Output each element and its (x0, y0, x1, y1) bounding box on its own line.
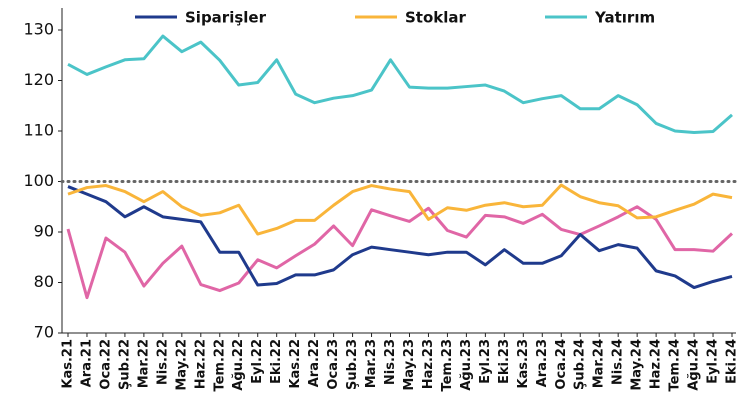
x-tick-label: Ara.23 (535, 339, 550, 387)
x-tick-label: May.22 (174, 339, 189, 391)
x-tick-label: Eyl.24 (706, 339, 721, 384)
y-tick-label: 100 (23, 171, 54, 190)
x-tick-label: Tem.24 (668, 339, 683, 392)
x-tick-label: Eki.22 (269, 339, 284, 384)
y-tick-label: 130 (23, 20, 54, 39)
x-tick-label: Eki.23 (497, 339, 512, 384)
y-tick-label: 90 (34, 222, 54, 241)
x-tick-label: Ağu.22 (231, 339, 246, 391)
x-tick-label: Eyl.22 (250, 339, 265, 384)
x-tick-label: Eki.24 (725, 339, 737, 384)
x-tick-label: Ara.21 (79, 339, 94, 387)
x-tick-label: Mar.22 (136, 339, 151, 388)
x-tick-label: Haz.22 (193, 339, 208, 389)
series-line (67, 34, 733, 135)
x-tick-label: Şub.24 (573, 339, 588, 390)
y-tick-label: 120 (23, 70, 54, 89)
x-tick-label: Şub.22 (117, 339, 132, 390)
x-tick-label: Şub.23 (345, 339, 360, 390)
x-tick-label: Haz.24 (649, 339, 664, 389)
x-tick-label: Haz.23 (421, 339, 436, 389)
x-tick-label: Oca.24 (554, 339, 569, 390)
legend-label: Siparişler (185, 9, 267, 27)
series-line (67, 185, 733, 290)
series-line (67, 183, 733, 236)
x-tick-label: May.23 (402, 339, 417, 391)
legend-label: Stoklar (405, 9, 467, 27)
legend-label: Yatırım (594, 9, 655, 27)
x-tick-label: Nis.24 (611, 339, 626, 385)
series-line (66, 205, 734, 300)
x-tick-label: Mar.23 (364, 339, 379, 388)
x-tick-label: Tem.23 (440, 339, 455, 392)
y-tick-label: 70 (34, 323, 54, 342)
x-tick-label: Mar.24 (592, 339, 607, 388)
x-tick-label: May.24 (630, 339, 645, 391)
x-tick-label: Nis.22 (155, 339, 170, 385)
x-tick-label: Oca.23 (326, 339, 341, 390)
x-tick-label: Ara.22 (307, 339, 322, 387)
x-tick-label: Ağu.23 (459, 339, 474, 391)
y-tick-label: 110 (23, 121, 54, 140)
x-tick-label: Tem.22 (212, 339, 227, 392)
x-tick-label: Ağu.24 (687, 339, 702, 391)
x-tick-label: Eyl.23 (478, 339, 493, 384)
x-tick-label: Nis.23 (383, 339, 398, 385)
x-tick-label: Kas.22 (288, 339, 303, 389)
y-tick-label: 80 (34, 272, 54, 291)
x-tick-label: Kas.23 (516, 339, 531, 389)
x-tick-label: Kas.21 (61, 339, 76, 389)
x-tick-label: Oca.22 (98, 339, 113, 390)
